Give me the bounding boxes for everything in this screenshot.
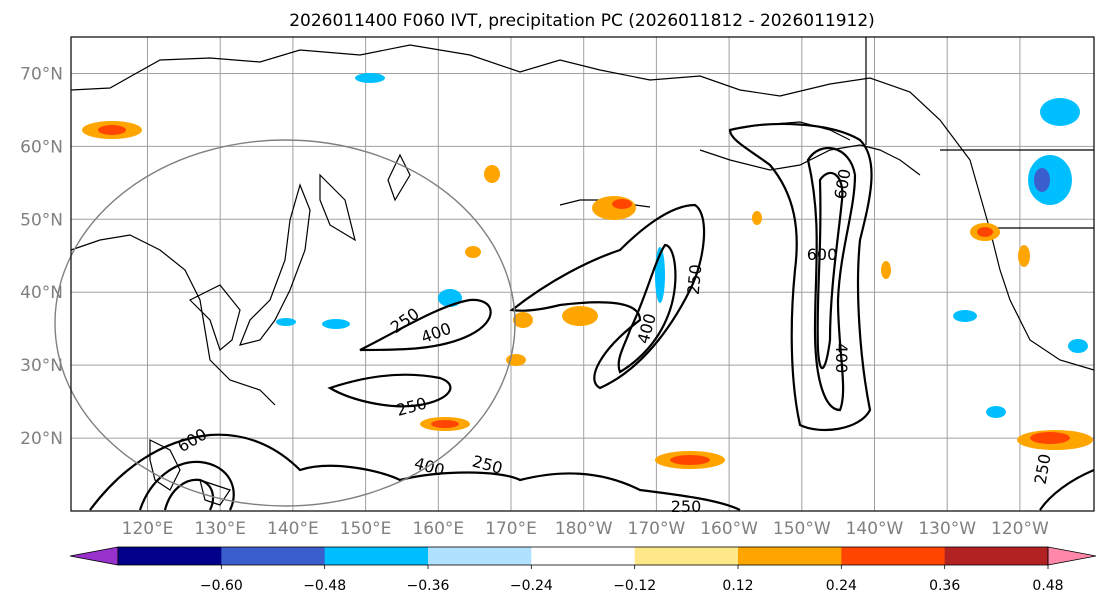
lat-label: 30°N (20, 356, 63, 376)
colorbar-segment (944, 547, 1049, 565)
colorbar-segment (531, 547, 636, 565)
lat-label: 70°N (20, 64, 63, 84)
latitude-labels: 70°N 60°N 50°N 40°N 30°N 20°N (20, 64, 63, 449)
colorbar-tick-label: −0.48 (303, 578, 346, 594)
colorbar-tick-label: −0.36 (407, 578, 450, 594)
longitude-labels: 120°E 130°E 140°E 150°E 160°E 170°E 180°W 170°W… (122, 519, 1049, 539)
lon-label: 170°W (628, 519, 686, 539)
map-frame (70, 36, 1095, 512)
map-panel: 250 400 250 400 250 600 600 400 250 400 … (54, 36, 1095, 516)
colorbar-tick-label: −0.60 (200, 578, 243, 594)
lat-label: 40°N (20, 283, 63, 303)
colorbar-segment (841, 547, 946, 565)
colorbar-segment (738, 547, 842, 565)
coastlines (70, 37, 1095, 506)
lat-label: 50°N (20, 210, 63, 230)
contour-label-600-b: 600 (807, 245, 838, 264)
map-background (71, 37, 1094, 511)
colorbar-tick-label: 0.24 (826, 578, 857, 594)
colorbar-segment (221, 547, 326, 565)
lon-label: 180°W (555, 519, 613, 539)
lat-label: 20°N (20, 429, 63, 449)
colorbar-tick-label: 0.48 (1032, 578, 1063, 594)
colorbar-extend-low (69, 546, 119, 566)
reference-circle (54, 139, 516, 507)
colorbar-segment (634, 547, 739, 565)
colorbar-tick-label: 0.12 (722, 578, 753, 594)
colorbar-segment (324, 547, 429, 565)
colorbar-segment (428, 547, 532, 565)
colorbar-extend-high (1047, 546, 1097, 566)
ivt-contours (89, 122, 1095, 511)
lon-label: 130°W (918, 519, 976, 539)
lon-label: 140°W (846, 519, 904, 539)
colorbar-outline (117, 546, 1049, 566)
colorbar-tick-label: 0.36 (929, 578, 960, 594)
figure-title: 2026011400 F060 IVT, precipitation PC (2… (289, 11, 875, 31)
colorbar-tick-label: −0.12 (613, 578, 656, 594)
lon-label: 160°E (412, 519, 464, 539)
lon-label: 160°W (700, 519, 758, 539)
lat-label: 60°N (20, 137, 63, 157)
contour-label-400-c: 400 (832, 343, 851, 374)
lon-label: 150°E (340, 519, 392, 539)
lon-label: 170°E (485, 519, 537, 539)
lon-label: 150°W (773, 519, 831, 539)
lon-label: 130°E (194, 519, 246, 539)
colorbar-segment (118, 547, 222, 565)
lon-label: 120°W (991, 519, 1049, 539)
colorbar: −0.60 −0.48 −0.36 −0.24 −0.12 0.12 0.24 0.36 0.4… (69, 546, 1097, 594)
colorbar-tick-label: −0.24 (510, 578, 553, 594)
lon-label: 140°E (267, 519, 319, 539)
contour-label-250-c: 250 (684, 263, 706, 295)
contour-label-250-e: 250 (671, 497, 702, 516)
lon-label: 120°E (122, 519, 174, 539)
